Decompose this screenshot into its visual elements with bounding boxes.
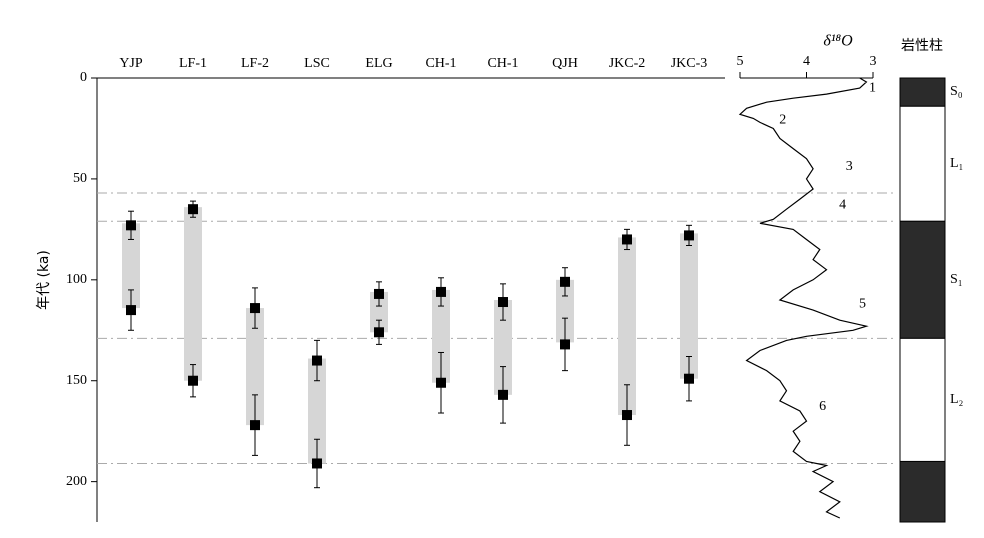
x-tick-label: YJP: [119, 56, 143, 71]
marker: [250, 420, 260, 431]
range-band: [494, 300, 512, 395]
marker: [188, 375, 198, 386]
y-axis-label: 年代 (ka): [36, 250, 52, 310]
range-band: [618, 237, 636, 416]
x-tick-label: 4: [803, 54, 810, 69]
d18o-curve: [738, 77, 869, 519]
range-band: [370, 291, 388, 333]
stage-label: 5: [859, 296, 866, 311]
x-tick-label: 3: [870, 54, 877, 69]
segment-label: S₀: [950, 84, 963, 99]
marker: [498, 297, 508, 308]
y-tick-label: 200: [66, 474, 87, 489]
marker: [622, 410, 632, 421]
lithology-segment: [899, 220, 946, 339]
marker: [312, 355, 322, 366]
y-tick-label: 50: [73, 171, 87, 186]
marker: [374, 327, 384, 338]
marker: [312, 458, 322, 469]
range-band: [122, 223, 140, 309]
marker: [560, 276, 570, 287]
marker: [684, 230, 694, 241]
stage-label: 6: [819, 399, 826, 414]
marker: [374, 288, 384, 299]
range-band: [184, 207, 202, 381]
range-band: [680, 233, 698, 379]
marker: [188, 204, 198, 215]
y-tick-label: 150: [66, 373, 87, 388]
x-tick-label: ELG: [365, 56, 392, 71]
segment-label: L₂: [950, 392, 964, 407]
lithology-segment: [899, 77, 946, 107]
marker: [622, 234, 632, 245]
range-band: [308, 358, 326, 464]
y-tick-label: 100: [66, 272, 87, 287]
marker: [436, 377, 446, 388]
segment-label: L₁: [950, 156, 963, 171]
x-tick-label: LSC: [304, 56, 330, 71]
marker: [126, 305, 136, 316]
x-tick-label: LF-1: [179, 56, 207, 71]
x-tick-label: QJH: [552, 56, 578, 71]
panel-title: 岩性柱: [901, 38, 943, 54]
marker: [250, 303, 260, 314]
panel-title: δ¹⁸O: [823, 33, 853, 50]
lithology-segment: [899, 337, 946, 462]
stage-label: 1: [869, 80, 876, 95]
x-tick-label: CH-1: [487, 56, 518, 71]
lithology-segment: [899, 105, 946, 222]
range-band: [556, 279, 574, 343]
lithology-segment: [899, 460, 946, 523]
x-tick-label: CH-1: [425, 56, 456, 71]
stage-label: 2: [779, 113, 786, 128]
stage-label: 4: [839, 197, 846, 212]
marker: [126, 220, 136, 231]
range-band: [246, 308, 264, 426]
segment-label: S₁: [950, 272, 963, 287]
marker: [498, 389, 508, 400]
x-tick-label: 5: [737, 54, 744, 69]
marker: [436, 286, 446, 297]
marker: [560, 339, 570, 350]
x-tick-label: LF-2: [241, 56, 269, 71]
x-tick-label: JKC-2: [609, 56, 646, 71]
range-band: [432, 289, 450, 383]
x-tick-label: JKC-3: [671, 56, 708, 71]
marker: [684, 373, 694, 384]
stage-label: 3: [846, 159, 853, 174]
y-tick-label: 0: [80, 70, 87, 85]
